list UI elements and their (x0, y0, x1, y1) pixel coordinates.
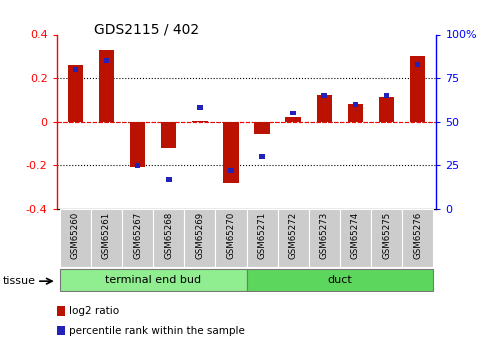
Bar (153, 209, 184, 267)
Bar (317, 96, 332, 122)
Bar (410, 56, 425, 122)
Bar (60, 209, 91, 267)
Text: GSM65274: GSM65274 (351, 212, 360, 259)
Bar (228, 168, 234, 173)
Bar (130, 122, 145, 167)
Text: GSM65268: GSM65268 (164, 212, 173, 259)
Bar (57, 306, 65, 316)
Bar (371, 209, 402, 267)
Bar (99, 50, 114, 122)
Bar (184, 209, 215, 267)
Bar (352, 102, 358, 107)
Text: terminal end bud: terminal end bud (105, 275, 201, 285)
Bar (104, 58, 109, 63)
Text: log2 ratio: log2 ratio (69, 306, 119, 316)
Text: GSM65272: GSM65272 (289, 212, 298, 259)
Bar (309, 209, 340, 267)
Bar (57, 326, 65, 335)
Bar (72, 67, 78, 72)
Bar (122, 209, 153, 267)
Text: GSM65269: GSM65269 (195, 212, 204, 259)
Bar (379, 97, 394, 122)
Text: GDS2115 / 402: GDS2115 / 402 (94, 22, 199, 37)
Bar (60, 268, 246, 291)
Bar (415, 62, 421, 67)
Bar (321, 93, 327, 98)
Text: GSM65270: GSM65270 (226, 212, 236, 259)
Text: GSM65267: GSM65267 (133, 212, 142, 259)
Bar (166, 177, 172, 181)
Bar (340, 209, 371, 267)
Bar (135, 163, 141, 168)
Bar (91, 209, 122, 267)
Bar (259, 154, 265, 159)
Bar (254, 122, 270, 134)
Text: GSM65261: GSM65261 (102, 212, 111, 259)
Bar (192, 120, 208, 122)
Text: percentile rank within the sample: percentile rank within the sample (69, 326, 245, 335)
Bar (246, 209, 278, 267)
Bar (223, 122, 239, 183)
Bar (68, 65, 83, 122)
Text: GSM65275: GSM65275 (382, 212, 391, 259)
Text: tissue: tissue (2, 276, 35, 286)
Bar (161, 122, 176, 148)
Bar (348, 104, 363, 122)
Bar (215, 209, 246, 267)
Bar (285, 117, 301, 122)
Bar (246, 268, 433, 291)
Bar (278, 209, 309, 267)
Bar (384, 93, 389, 98)
Bar (290, 110, 296, 115)
Text: GSM65260: GSM65260 (71, 212, 80, 259)
Text: GSM65273: GSM65273 (320, 212, 329, 259)
Text: GSM65276: GSM65276 (413, 212, 422, 259)
Bar (197, 105, 203, 110)
Text: GSM65271: GSM65271 (257, 212, 267, 259)
Text: duct: duct (327, 275, 352, 285)
Bar (402, 209, 433, 267)
